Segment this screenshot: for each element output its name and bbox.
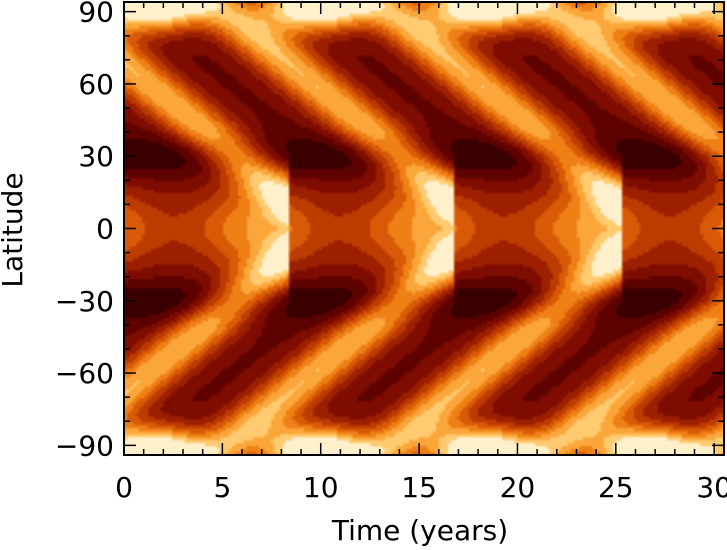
x-axis-ticks: 0 5 10 15 20 25 30 <box>115 2 727 504</box>
y-axis-title: Latitude <box>0 172 29 287</box>
y-tick-label: 0 <box>96 213 114 246</box>
plot-area <box>124 2 724 455</box>
x-tick-label: 15 <box>401 471 437 504</box>
y-tick-label: −60 <box>55 357 114 390</box>
x-tick-label: 25 <box>598 471 634 504</box>
x-tick-label: 5 <box>213 471 231 504</box>
heatmap-image <box>124 2 724 455</box>
y-tick-label: 60 <box>78 68 114 101</box>
x-tick-label: 30 <box>696 471 727 504</box>
y-tick-label: −30 <box>55 285 114 318</box>
x-axis-title: Time (years) <box>331 514 508 547</box>
x-tick-label: 20 <box>500 471 536 504</box>
y-tick-label: −90 <box>55 429 114 462</box>
y-tick-label: 90 <box>78 0 114 29</box>
x-tick-label: 0 <box>115 471 133 504</box>
y-axis-ticks: −90 −60 −30 0 30 60 90 <box>55 0 724 462</box>
y-tick-label: 30 <box>78 140 114 173</box>
x-tick-label: 10 <box>303 471 339 504</box>
